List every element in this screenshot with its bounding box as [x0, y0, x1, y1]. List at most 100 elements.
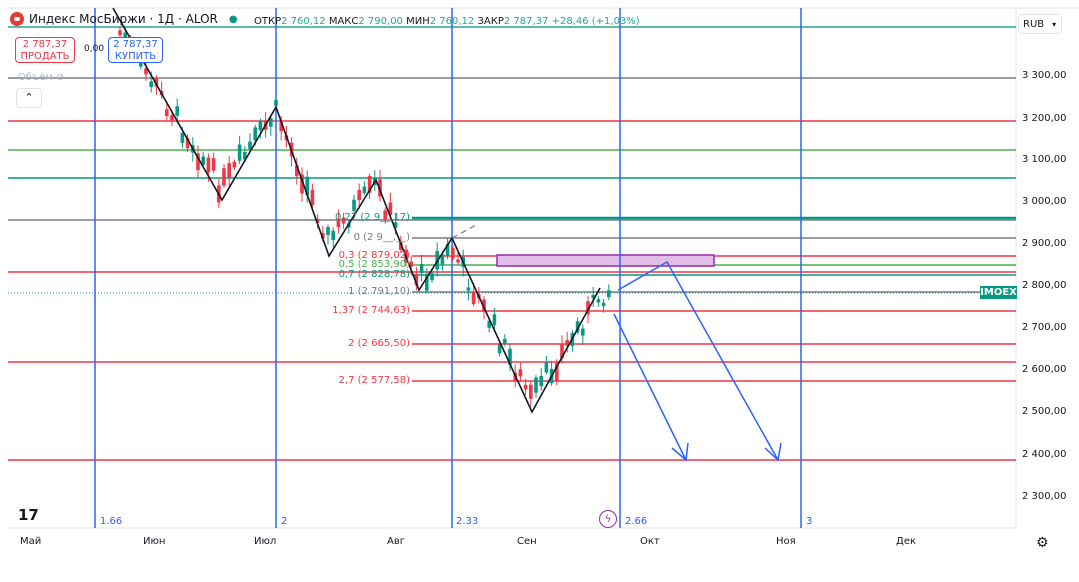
open-value: 2 760,12 [281, 16, 326, 27]
time-cycle-label: 2 [281, 516, 288, 527]
buy-button[interactable]: 2 787,37 КУПИТЬ [108, 37, 163, 63]
candle [607, 290, 611, 298]
candle [367, 175, 372, 193]
candle [487, 320, 491, 328]
candle [596, 299, 601, 303]
candle [248, 141, 252, 150]
candle [295, 165, 299, 177]
candle [211, 158, 216, 171]
candle [451, 247, 455, 259]
current-price-value: 2 787,37 [1021, 287, 1066, 298]
candle [253, 127, 257, 141]
candle [523, 384, 528, 390]
candle [352, 199, 356, 211]
symbol-label: IMOEX [980, 286, 1018, 299]
forecast-arrows [613, 260, 782, 462]
projection-dash [451, 223, 479, 239]
time-axis-label: Окт [640, 536, 660, 547]
candle [539, 375, 543, 387]
candle [575, 321, 580, 333]
fib-level-label: 2 (2 665,50) [348, 338, 410, 349]
high-value: 2 790,00 [358, 16, 403, 27]
currency-select[interactable]: RUB ▾ [1018, 14, 1062, 34]
ohlc-values: ОТКР2 760,12 МАКС2 790,00 МИН2 760,12 ЗА… [254, 16, 640, 27]
fib-level-label: 1 (2 791,10) [348, 286, 410, 297]
candle [331, 230, 335, 241]
candle [544, 362, 549, 373]
zone-rectangle [496, 254, 715, 267]
candle [201, 156, 205, 165]
time-axis-label: Май [20, 536, 42, 547]
candle [456, 259, 460, 263]
candle [180, 132, 185, 143]
price-axis-label: 2 500,00 [1022, 406, 1067, 417]
time-axis-label: Авг [387, 536, 405, 547]
candle [232, 161, 237, 168]
sell-button[interactable]: 2 787,37 ПРОДАТЬ [15, 37, 75, 63]
candle [378, 179, 382, 197]
candle [118, 30, 122, 36]
candle [326, 226, 330, 236]
horizontal-levels [8, 26, 1016, 461]
time-axis-label: Июл [254, 536, 277, 547]
change-value: +28,46 (+1,03%) [551, 16, 640, 27]
candle [185, 138, 190, 149]
gear-icon[interactable]: ⚙ [1036, 535, 1049, 551]
collapse-legend-button[interactable]: ⌃ [16, 88, 42, 108]
candle [466, 287, 471, 291]
time-axis-label: Июн [143, 536, 166, 547]
candle [581, 328, 585, 336]
price-axis-label: 2 300,00 [1022, 491, 1067, 502]
candle [508, 348, 512, 365]
candle [393, 222, 398, 228]
candle [430, 273, 434, 281]
fib-level-label: 0,5 (2 853,90) [338, 259, 410, 270]
price-axis-label: 2 900,00 [1022, 238, 1067, 249]
candle [227, 163, 231, 178]
spread-value: 0,00 [84, 44, 105, 54]
time-cycle-label: 3 [806, 516, 813, 527]
candle [565, 340, 569, 346]
candle [503, 338, 507, 344]
price-axis-label: 3 200,00 [1022, 113, 1067, 124]
candle [529, 384, 533, 399]
candle [482, 299, 486, 312]
candle [560, 344, 564, 359]
zigzag-pattern [112, 7, 601, 414]
fib-level-label: 0,3 (2 879,02) [338, 250, 410, 261]
candle [258, 120, 263, 131]
candle [154, 78, 159, 87]
candle [196, 153, 200, 171]
volume-legend[interactable]: Объём ⊘ [18, 72, 65, 83]
candle [237, 144, 242, 161]
candle [310, 189, 315, 206]
countdown: 05:15:08 [1021, 300, 1066, 311]
candle [170, 115, 174, 121]
candle [269, 118, 273, 127]
market-status-icon: ● [228, 13, 238, 25]
candle [165, 109, 169, 116]
candle [243, 152, 247, 160]
fib-levels [412, 216, 1016, 382]
time-cycle-label: 2.33 [456, 516, 479, 527]
chart-title[interactable]: Индекс МосБиржи · 1Д · ALOR [29, 12, 218, 26]
close-value: 2 787,37 [503, 16, 549, 27]
time-axis-label: Сен [517, 536, 537, 547]
price-axis-label: 2 800,00 [1022, 280, 1067, 291]
candle [419, 264, 424, 274]
candle [388, 202, 393, 215]
time-cycle-label: 1.66 [100, 516, 123, 527]
candle [425, 273, 429, 291]
chart-header: Индекс МосБиржи · 1Д · ALOR ● [10, 12, 238, 26]
candle [149, 81, 153, 88]
candle [321, 233, 325, 239]
tradingview-logo-icon[interactable]: 17 [18, 506, 39, 524]
candle [497, 344, 502, 354]
candle [518, 369, 523, 377]
price-axis-label: 3 300,00 [1022, 70, 1067, 81]
lightning-icon[interactable]: ϟ [599, 510, 617, 528]
candle [305, 176, 309, 196]
candle [555, 363, 559, 381]
candle [222, 168, 226, 186]
